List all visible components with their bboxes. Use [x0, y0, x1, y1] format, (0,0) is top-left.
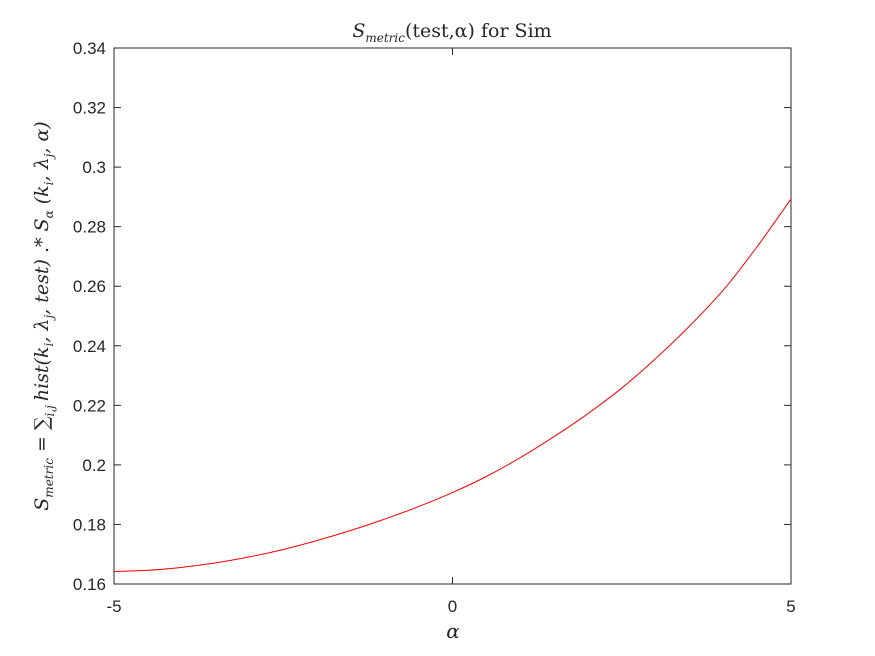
- y-axis-label: Smetric = ∑i,jhist(ki, λj, test) .* Sα (…: [31, 121, 57, 510]
- y-tick-label: 0.3: [82, 158, 106, 177]
- y-tick-label: 0.18: [73, 515, 106, 534]
- series-layer: [113, 198, 792, 572]
- y-tick-label: 0.26: [73, 277, 106, 296]
- x-axis-label: α: [446, 619, 460, 643]
- x-tick-label: 5: [786, 597, 795, 616]
- axis-ticks: [113, 47, 792, 585]
- y-tick-label: 0.16: [73, 575, 106, 594]
- x-tick-label: -5: [106, 597, 121, 616]
- y-tick-label: 0.22: [73, 396, 106, 415]
- y-tick-label: 0.28: [73, 218, 106, 237]
- y-tick-label: 0.2: [82, 456, 106, 475]
- series-line-0: [113, 198, 792, 572]
- y-tick-label: 0.32: [73, 99, 106, 118]
- y-tick-label: 0.34: [73, 39, 106, 58]
- axis-tick-labels: -5 0 5 0.16 0.18 0.2 0.22 0.24 0.26 0.28 0.3 0.32 0.…: [73, 39, 796, 616]
- plot-area: [113, 47, 792, 585]
- x-tick-label: 0: [448, 597, 457, 616]
- y-tick-label: 0.24: [73, 337, 106, 356]
- chart-title: Smetric(test,α) for Sim: [352, 20, 551, 45]
